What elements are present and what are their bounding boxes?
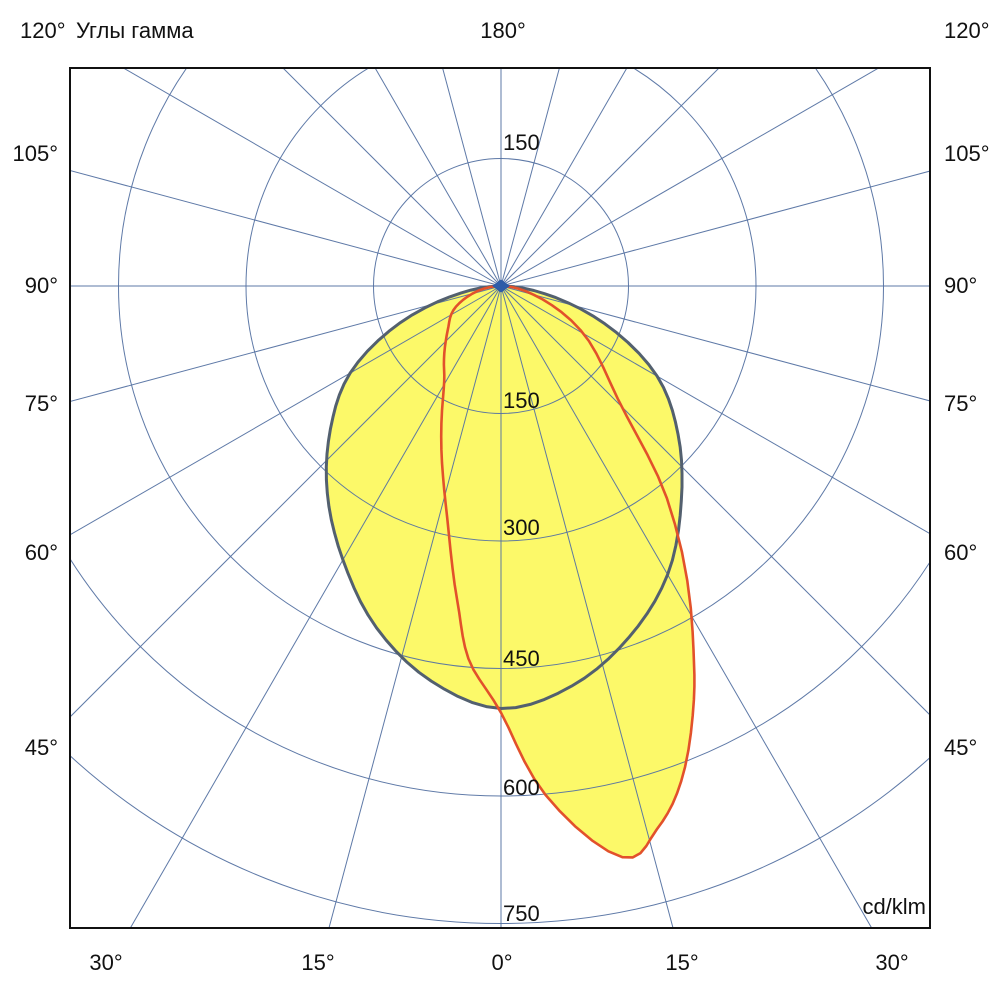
angle-label-45-left: 45°	[24, 735, 58, 760]
angle-label-30-bottom-right: 30°	[875, 950, 909, 975]
angle-label-0-bottom: 0°	[491, 950, 513, 975]
grid-spoke-225	[282, 68, 502, 287]
radial-label-750: 750	[503, 901, 540, 926]
grid-spoke-30	[500, 285, 873, 928]
angle-label-180-top: 180°	[480, 18, 526, 43]
unit-label: cd/klm	[862, 894, 926, 919]
tilted-narrow-beam-curve-fill	[441, 286, 695, 858]
grid-spoke-330	[129, 285, 502, 928]
grid-spoke-165	[500, 68, 560, 287]
radial-label-150-upper: 150	[503, 130, 540, 155]
wide-beam-curve	[324, 284, 684, 710]
grid-spoke-15	[500, 285, 674, 928]
angle-label-120-top-right: 120°	[944, 18, 990, 43]
grid-spoke-150	[500, 68, 628, 287]
angle-label-30-bottom-left: 30°	[89, 950, 123, 975]
angle-label-60-right: 60°	[944, 540, 978, 565]
angle-label-60-left: 60°	[24, 540, 58, 565]
chart-title: Углы гамма	[76, 18, 194, 43]
grid-spoke-135	[500, 68, 720, 287]
radial-label-450: 450	[503, 646, 540, 671]
grid-spoke-195	[442, 68, 502, 287]
angle-label-15-bottom-left: 15°	[301, 950, 335, 975]
angle-label-105-right: 105°	[944, 141, 990, 166]
angle-label-90-left: 90°	[24, 273, 58, 298]
center-marker-icon	[492, 279, 510, 293]
radial-label-300: 300	[503, 515, 540, 540]
angle-label-45-right: 45°	[944, 735, 978, 760]
grid-spoke-285	[70, 285, 502, 403]
tilted-narrow-beam-curve	[439, 284, 696, 859]
grid-spoke-105	[500, 170, 930, 287]
angle-label-120-top-left: 120°	[20, 18, 66, 43]
angle-label-15-bottom-right: 15°	[665, 950, 699, 975]
radial-label-150: 150	[503, 388, 540, 413]
grid-spoke-45	[500, 285, 930, 716]
chart-frame	[69, 67, 931, 929]
grid-spoke-60	[500, 285, 930, 535]
angle-label-75-right: 75°	[944, 391, 978, 416]
angle-label-105-left: 105°	[12, 141, 58, 166]
grid-spoke-240	[122, 68, 502, 287]
grid-spoke-120	[500, 68, 880, 287]
grid-spoke-75	[500, 285, 930, 402]
grid-spoke-210	[374, 68, 502, 287]
angle-label-90-right: 90°	[944, 273, 978, 298]
angle-label-75-left: 75°	[24, 391, 58, 416]
grid-spoke-300	[70, 285, 502, 536]
radial-label-600: 600	[503, 775, 540, 800]
grid-spoke-315	[70, 285, 502, 718]
grid-spoke-255	[70, 169, 502, 287]
